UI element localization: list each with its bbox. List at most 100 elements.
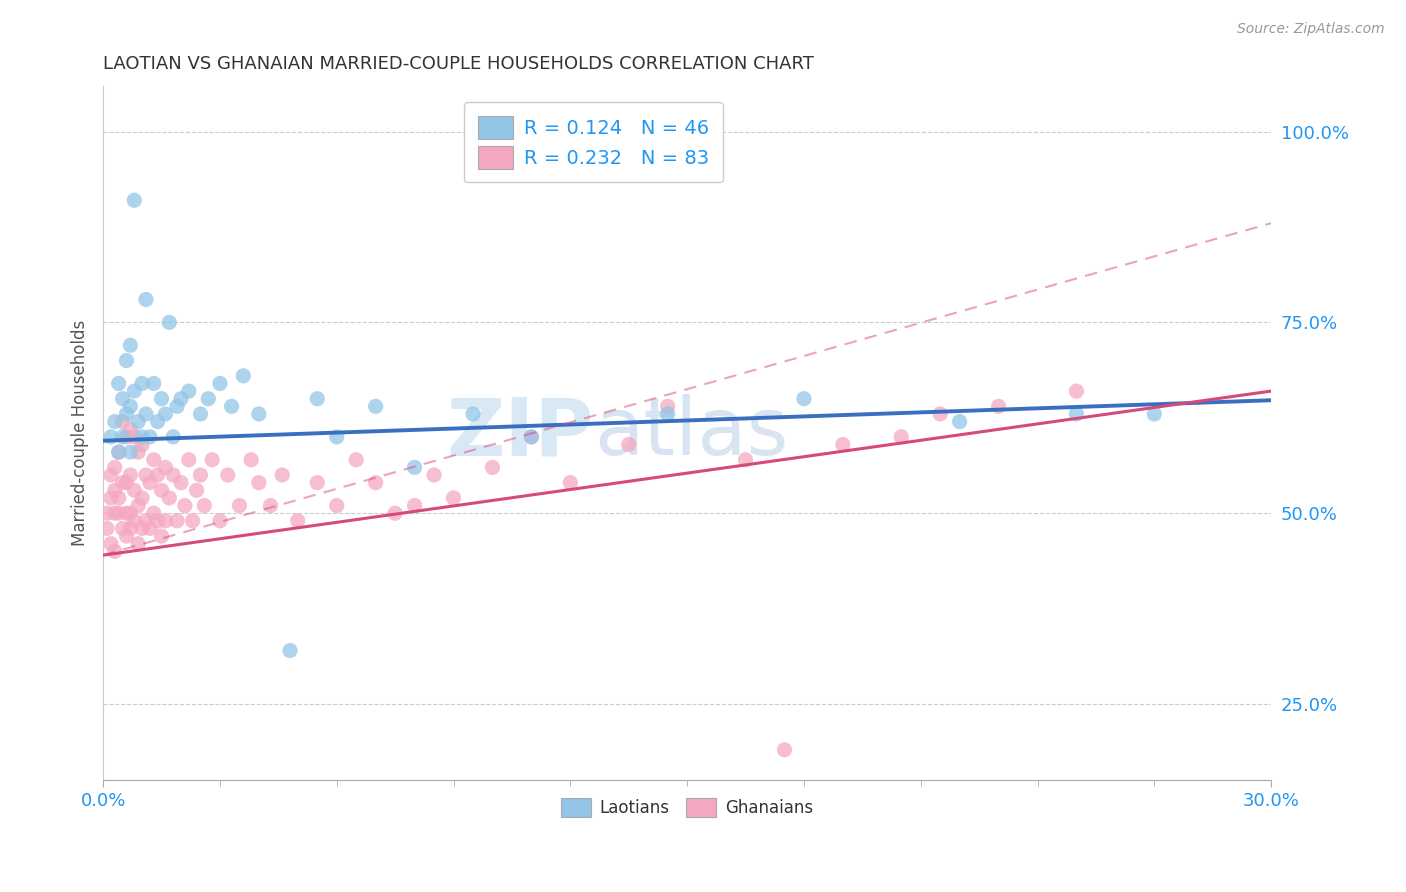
Point	[127, 415, 149, 429]
Point	[481, 460, 503, 475]
Point	[107, 506, 129, 520]
Point	[247, 475, 270, 490]
Point	[120, 422, 142, 436]
Point	[100, 491, 122, 505]
Point	[423, 468, 446, 483]
Point	[384, 506, 406, 520]
Point	[146, 468, 169, 483]
Point	[1066, 384, 1088, 398]
Point	[831, 437, 853, 451]
Point	[135, 293, 157, 307]
Point	[177, 384, 200, 398]
Point	[124, 194, 146, 208]
Point	[170, 475, 193, 490]
Point	[111, 521, 134, 535]
Point	[115, 407, 138, 421]
Point	[157, 491, 180, 505]
Point	[162, 430, 184, 444]
Point	[131, 521, 153, 535]
Point	[120, 521, 142, 535]
Point	[734, 452, 756, 467]
Point	[155, 460, 177, 475]
Point	[208, 376, 231, 391]
Point	[987, 400, 1010, 414]
Point	[115, 506, 138, 520]
Point	[190, 468, 212, 483]
Point	[150, 529, 173, 543]
Point	[124, 384, 146, 398]
Point	[929, 407, 952, 421]
Point	[232, 368, 254, 383]
Point	[104, 415, 127, 429]
Point	[201, 452, 224, 467]
Point	[139, 521, 162, 535]
Point	[115, 430, 138, 444]
Point	[120, 468, 142, 483]
Point	[111, 392, 134, 406]
Point	[150, 483, 173, 498]
Text: atlas: atlas	[593, 394, 787, 472]
Point	[949, 415, 972, 429]
Point	[127, 445, 149, 459]
Point	[247, 407, 270, 421]
Point	[131, 491, 153, 505]
Point	[124, 483, 146, 498]
Point	[162, 468, 184, 483]
Point	[111, 415, 134, 429]
Point	[107, 445, 129, 459]
Point	[404, 460, 426, 475]
Point	[181, 514, 204, 528]
Point	[115, 475, 138, 490]
Point	[157, 315, 180, 329]
Point	[146, 514, 169, 528]
Point	[177, 452, 200, 467]
Point	[1066, 407, 1088, 421]
Point	[120, 338, 142, 352]
Point	[146, 415, 169, 429]
Point	[287, 514, 309, 528]
Point	[107, 376, 129, 391]
Point	[461, 407, 484, 421]
Text: LAOTIAN VS GHANAIAN MARRIED-COUPLE HOUSEHOLDS CORRELATION CHART: LAOTIAN VS GHANAIAN MARRIED-COUPLE HOUSE…	[103, 55, 814, 73]
Text: Source: ZipAtlas.com: Source: ZipAtlas.com	[1237, 22, 1385, 37]
Point	[186, 483, 208, 498]
Point	[150, 392, 173, 406]
Point	[104, 460, 127, 475]
Point	[271, 468, 294, 483]
Point	[120, 400, 142, 414]
Point	[773, 743, 796, 757]
Point	[197, 392, 219, 406]
Point	[344, 452, 367, 467]
Point	[259, 499, 281, 513]
Point	[657, 400, 679, 414]
Point	[96, 521, 118, 535]
Point	[104, 544, 127, 558]
Point	[404, 499, 426, 513]
Point	[325, 499, 347, 513]
Point	[127, 537, 149, 551]
Point	[617, 437, 640, 451]
Point	[364, 475, 387, 490]
Legend: Laotians, Ghanaians: Laotians, Ghanaians	[555, 791, 820, 824]
Point	[127, 499, 149, 513]
Point	[131, 437, 153, 451]
Point	[142, 376, 165, 391]
Point	[142, 506, 165, 520]
Point	[560, 475, 582, 490]
Point	[115, 353, 138, 368]
Point	[890, 430, 912, 444]
Point	[364, 400, 387, 414]
Point	[131, 376, 153, 391]
Point	[307, 392, 329, 406]
Point	[228, 499, 250, 513]
Point	[155, 514, 177, 528]
Point	[124, 514, 146, 528]
Point	[166, 514, 188, 528]
Point	[142, 452, 165, 467]
Point	[131, 430, 153, 444]
Point	[104, 483, 127, 498]
Point	[190, 407, 212, 421]
Point	[240, 452, 263, 467]
Point	[104, 506, 127, 520]
Point	[325, 430, 347, 444]
